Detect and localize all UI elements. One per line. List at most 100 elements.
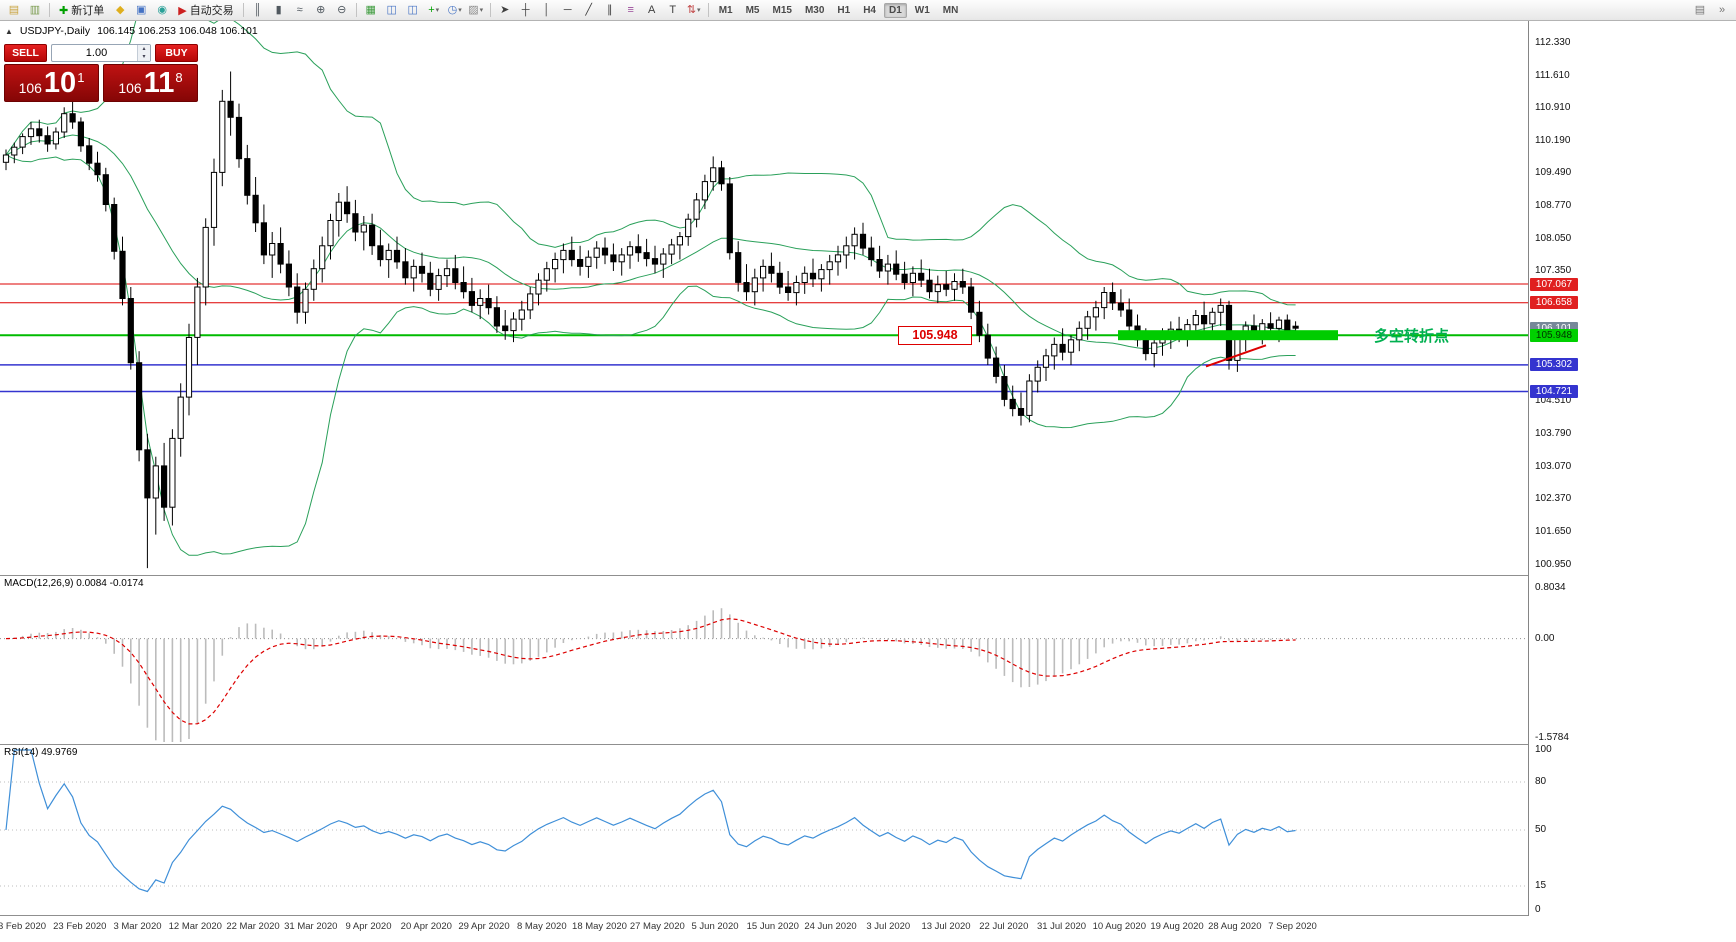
date-tick-label: 27 May 2020 (629, 921, 685, 932)
text-icon[interactable]: A (642, 2, 662, 19)
timeframe-button-h4[interactable]: H4 (863, 4, 876, 16)
macd-name: MACD(12,26,9) (4, 578, 74, 589)
annotation-note[interactable]: 多空转折点 (1374, 327, 1450, 345)
macd-histogram (13, 608, 1297, 742)
volume-input[interactable]: 1.00 ▴ ▾ (51, 44, 151, 62)
timeframe-button-h1[interactable]: H1 (837, 4, 851, 16)
timeframe-button-d1[interactable]: D1 (884, 2, 907, 18)
new-order-button-label: 新订单 (71, 5, 105, 17)
periods-icon[interactable]: ◷ ▾ (445, 2, 465, 19)
rsi-tick-label: 50 (1535, 824, 1547, 835)
timeframe-button-m15[interactable]: M15 (772, 4, 792, 16)
tile-windows-icon: ◫ (386, 3, 397, 16)
templates-icon[interactable]: ▨ ▾ (466, 2, 486, 19)
price-marker: 105.948 (1530, 328, 1578, 342)
autotrading-button[interactable]: ▶ 自动交易 (173, 2, 238, 19)
crosshair-icon[interactable]: ┼ (516, 2, 536, 19)
buy-price-point: 8 (175, 70, 183, 85)
date-tick-label: 23 Feb 2020 (53, 921, 107, 932)
rsi-tick-label: 100 (1535, 744, 1552, 755)
volume-down-icon[interactable]: ▾ (138, 53, 150, 61)
chevron-down-icon[interactable]: ▾ (479, 6, 484, 14)
label-icon: T (669, 3, 677, 16)
panel-separator-dates[interactable] (0, 915, 1736, 916)
time-axis[interactable]: 3 Feb 2020 23 Feb 2020 3 Mar 2020 12 Mar 20… (0, 916, 1736, 942)
date-tick-label: 18 May 2020 (572, 921, 627, 932)
one-click-collapse-icon[interactable]: ▲ (5, 26, 13, 36)
date-tick-label: 31 Jul 2020 (1036, 921, 1087, 932)
channel-icon[interactable]: ∥ (600, 2, 620, 19)
buy-price-display[interactable]: 106 11 8 (103, 64, 198, 102)
history-center-icon[interactable]: ▣ (131, 2, 151, 19)
timeframe-button-m5[interactable]: M5 (745, 4, 760, 16)
toolbar-separator (49, 3, 50, 17)
price-tick-label: 112.330 (1535, 36, 1571, 48)
panel-separator-rsi[interactable] (0, 744, 1736, 745)
price-tick-label: 104.510 (1535, 395, 1572, 407)
timeframe-button-w1[interactable]: W1 (914, 4, 930, 16)
vertical-line-icon[interactable]: │ (537, 2, 557, 19)
volume-up-icon[interactable]: ▴ (138, 45, 150, 53)
price-tick-label: 108.770 (1535, 199, 1572, 211)
highlight-band[interactable] (1118, 330, 1338, 341)
chart-profiles-icon[interactable]: ▥ (25, 2, 45, 19)
buy-button[interactable]: BUY (155, 44, 198, 62)
indicators-icon[interactable]: + ▾ (424, 2, 444, 19)
cascade-windows-icon[interactable]: ◫ (403, 2, 423, 19)
chevron-down-icon[interactable]: ▾ (435, 6, 440, 14)
cursor-icon[interactable]: ➤ (495, 2, 515, 19)
price-tick-label: 103.070 (1535, 461, 1572, 473)
print-icon[interactable]: ▤ (1694, 3, 1706, 16)
sell-price-display[interactable]: 106 10 1 (4, 64, 99, 102)
line-chart-icon[interactable]: ≈ (290, 2, 310, 19)
timeframe-button-m1[interactable]: M1 (718, 4, 733, 16)
tile-windows-icon[interactable]: ◫ (382, 2, 402, 19)
zoom-out-icon[interactable]: ⊖ (332, 2, 352, 19)
volume-spinner: ▴ ▾ (137, 45, 150, 61)
arrows-icon[interactable]: ⇅ ▾ (684, 2, 704, 19)
chevron-down-icon[interactable]: ▾ (458, 6, 462, 14)
timeframe-button-m30[interactable]: M30 (804, 4, 825, 16)
periods-icon: ◷ (447, 3, 458, 16)
price-tick-label: 102.370 (1535, 493, 1572, 505)
toolbar-overflow-icon[interactable]: » (1718, 3, 1726, 16)
metaeditor-icon: ◆ (115, 3, 125, 16)
label-icon[interactable]: T (663, 2, 683, 19)
macd-tick-label: 0.8034 (1535, 582, 1566, 593)
one-click-trading-panel: SELL 1.00 ▴ ▾ BUY 106 10 1 106 11 8 (4, 44, 198, 102)
date-tick-label: 20 Apr 2020 (400, 921, 452, 932)
trendline-icon[interactable]: ╱ (579, 2, 599, 19)
sell-button[interactable]: SELL (4, 44, 47, 62)
new-chart-icon[interactable]: ▤ (4, 2, 24, 19)
bar-chart-icon[interactable]: ║ (248, 2, 268, 19)
date-tick-label: 12 Mar 2020 (168, 921, 222, 932)
line-chart-icon: ≈ (296, 3, 303, 16)
new-order-button[interactable]: ✚ 新订单 (54, 2, 109, 19)
chart-ohlc-info: ▲ USDJPY-,Daily 106.145 106.253 106.048 … (5, 25, 258, 37)
date-tick-label: 3 Mar 2020 (113, 921, 162, 932)
new-order-button: ✚ (59, 4, 69, 17)
panel-separator-macd[interactable] (0, 575, 1736, 576)
toolbar-separator (355, 3, 357, 17)
ohlc-values: 106.145 106.253 106.048 106.101 (97, 25, 258, 37)
price-marker: 107.067 (1530, 277, 1578, 291)
timeframe-button-mn[interactable]: MN (942, 4, 959, 16)
price-axis[interactable]: 112.330 111.610 110.910 110.190 109.490 108.7… (1528, 21, 1736, 916)
price-tick-label: 108.050 (1535, 232, 1572, 244)
fibonacci-icon[interactable]: ≡ (621, 2, 641, 19)
candlestick-chart-icon[interactable]: ▮ (269, 2, 289, 19)
web-terminal-icon[interactable]: ◉ (152, 2, 172, 19)
history-center-icon: ▣ (136, 3, 147, 16)
chart-canvas[interactable] (0, 21, 1528, 942)
price-flag-label[interactable]: 105.948 (898, 326, 972, 346)
date-tick-label: 19 Aug 2020 (1150, 921, 1204, 932)
metaeditor-icon[interactable]: ◆ (110, 2, 130, 19)
chevron-down-icon[interactable]: ▾ (697, 6, 701, 14)
fibonacci-icon: ≡ (627, 3, 634, 16)
grid-icon[interactable]: ▦ (361, 2, 381, 19)
horizontal-line-icon[interactable]: ─ (558, 2, 578, 19)
trend-segment[interactable] (1205, 344, 1267, 368)
volume-value[interactable]: 1.00 (85, 47, 108, 59)
price-tick-label: 101.650 (1535, 526, 1572, 538)
zoom-in-icon[interactable]: ⊕ (311, 2, 331, 19)
